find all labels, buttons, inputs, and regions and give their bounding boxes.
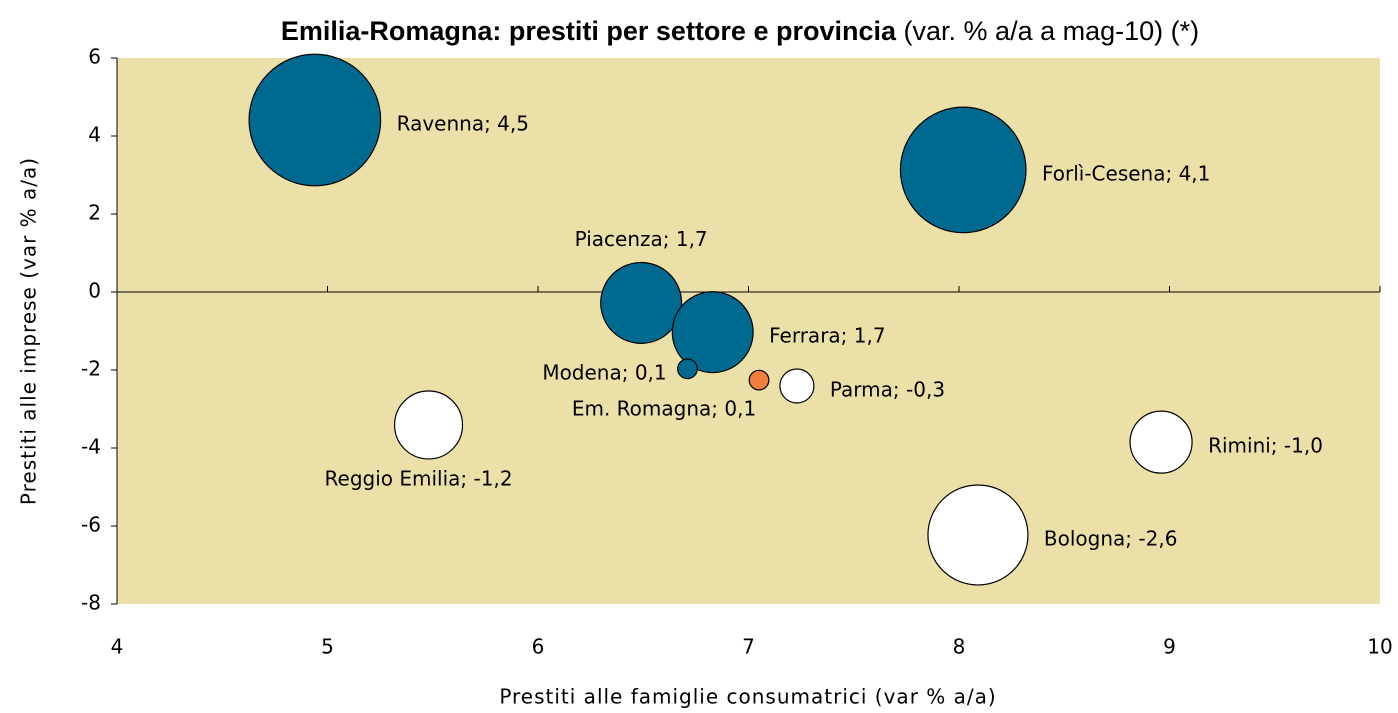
x-tick-label: 10 [1367, 635, 1392, 659]
bubble-label: Ferrara; 1,7 [769, 324, 885, 348]
y-tick-label: 2 [88, 201, 101, 225]
chart-title-group: Emilia-Romagna: prestiti per settore e p… [281, 16, 1199, 46]
bubble-label: Forlì-Cesena; 4,1 [1042, 161, 1210, 185]
bubble [927, 484, 1029, 586]
chart-title: Emilia-Romagna: prestiti per settore e p… [281, 16, 897, 46]
chart-subtitle: (var. % a/a a mag-10) (*) [904, 16, 1200, 46]
y-tick-label: 0 [88, 279, 101, 303]
y-axis-label: Prestiti alle imprese (var % a/a) [17, 157, 41, 505]
bubble [779, 368, 815, 404]
x-tick-label: 5 [321, 635, 334, 659]
bubble-label: Reggio Emilia; -1,2 [325, 466, 513, 490]
x-tick-label: 4 [111, 635, 124, 659]
x-tick-label: 9 [1163, 635, 1176, 659]
bubble [671, 291, 754, 374]
y-tick-label: -2 [81, 357, 101, 381]
bubble [899, 106, 1027, 234]
bubble [677, 358, 698, 380]
bubble [1129, 410, 1193, 474]
y-tick-label: -6 [81, 513, 101, 537]
bubble-label: Modena; 0,1 [542, 360, 666, 384]
bubble-label: Ravenna; 4,5 [397, 112, 529, 136]
bubble [748, 369, 770, 391]
bubble [248, 53, 382, 187]
y-tick-label: 4 [88, 123, 101, 147]
x-tick-label: 6 [532, 635, 545, 659]
bubble-label: Parma; -0,3 [830, 377, 945, 401]
x-tick-label: 8 [953, 635, 966, 659]
bubble-label: Em. Romagna; 0,1 [572, 397, 756, 421]
bubble [600, 261, 683, 344]
y-tick-label: -4 [81, 435, 101, 459]
bubble-label: Bologna; -2,6 [1044, 526, 1178, 550]
bubble-label: Rimini; -1,0 [1208, 434, 1323, 458]
y-tick-label: 6 [88, 45, 101, 69]
bubble [393, 390, 464, 460]
x-axis-label: Prestiti alle famiglie consumatrici (var… [499, 685, 996, 709]
y-tick-label: -8 [81, 591, 101, 615]
x-tick-label: 7 [742, 635, 755, 659]
bubble-label: Piacenza; 1,7 [575, 227, 708, 251]
